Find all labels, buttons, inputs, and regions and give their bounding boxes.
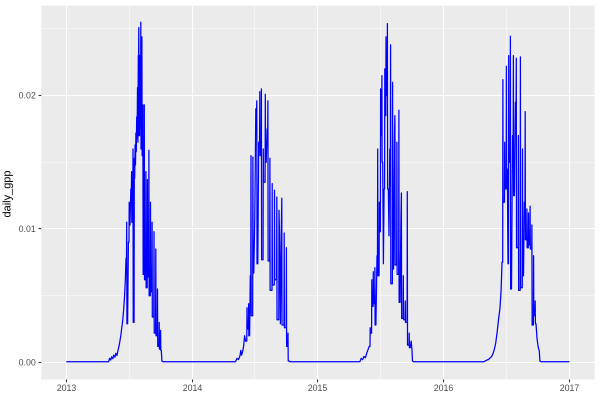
svg-text:0.01: 0.01 [19,224,36,234]
svg-text:daily_gpp: daily_gpp [2,170,14,217]
svg-text:2014: 2014 [183,383,203,393]
svg-text:0.02: 0.02 [19,91,36,101]
svg-text:2017: 2017 [560,383,580,393]
svg-text:2013: 2013 [57,383,77,393]
svg-text:2015: 2015 [308,383,328,393]
svg-text:2016: 2016 [434,383,454,393]
svg-text:0.00: 0.00 [19,358,36,368]
